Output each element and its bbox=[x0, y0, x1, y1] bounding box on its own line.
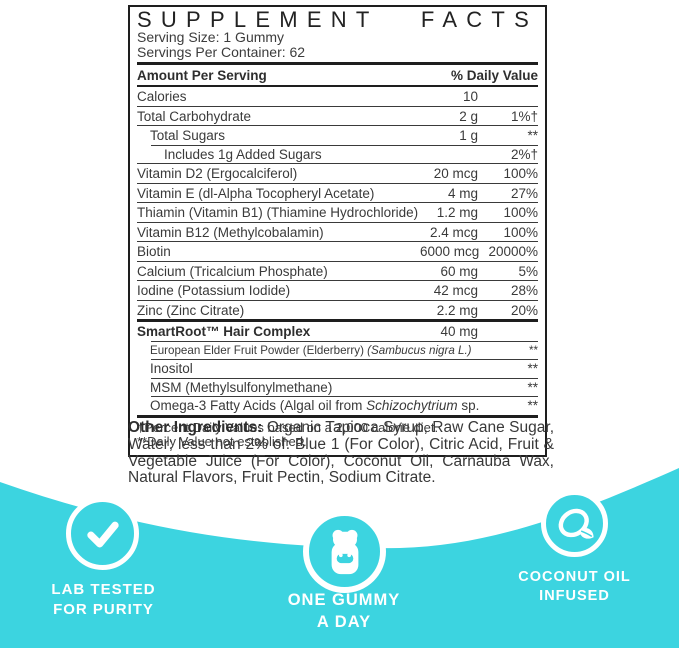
table-row: Zinc (Zinc Citrate) 2.2 mg 20% bbox=[137, 299, 538, 320]
table-row: MSM (Methylsulfonylmethane) ** bbox=[137, 377, 538, 397]
badge-line: FOR PURITY bbox=[53, 600, 154, 618]
table-row: Biotin 6000 mcg 20000% bbox=[137, 241, 538, 261]
serving-size: Serving Size: 1 Gummy bbox=[137, 29, 285, 45]
amount-per-serving-header: Amount Per Serving bbox=[137, 68, 267, 83]
nutrient-name: SmartRoot™ Hair Complex bbox=[137, 325, 311, 339]
nutrient-daily-value: 100% bbox=[503, 166, 538, 181]
table-row: Iodine (Potassium Iodide) 42 mcg 28% bbox=[137, 280, 538, 300]
badge-line: ONE GUMMY bbox=[287, 591, 401, 609]
nutrient-daily-value: ** bbox=[528, 343, 538, 357]
nutrient-daily-value: ** bbox=[527, 398, 538, 413]
table-row: Vitamin E (dl-Alpha Tocopheryl Acetate) 4… bbox=[137, 182, 538, 203]
panel-title-word-supplement: SUPPLEMENT bbox=[137, 9, 379, 30]
nutrient-amount: 10 bbox=[462, 89, 478, 104]
supplement-facts-panel: SUPPLEMENT FACTS Serving Size: 1 Gummy S… bbox=[128, 5, 547, 457]
coconut-icon bbox=[558, 508, 594, 539]
nutrient-name: Includes 1g Added Sugars bbox=[164, 147, 322, 162]
facts-table: Calories 10 Total Carbohydrate 2 g 1%† Total … bbox=[137, 87, 538, 415]
other-ingredients-label: Other Ingredients: bbox=[128, 419, 263, 436]
one-gummy-badge bbox=[303, 510, 386, 593]
nutrient-amount: 60 mg bbox=[440, 263, 478, 279]
nutrient-amount: 20 mcg bbox=[433, 166, 478, 181]
nutrient-daily-value: ** bbox=[527, 361, 538, 376]
nutrient-amount: 4 mg bbox=[447, 185, 478, 201]
nutrient-name: Zinc (Zinc Citrate) bbox=[137, 303, 245, 318]
table-row: Calcium (Tricalcium Phosphate) 60 mg 5% bbox=[137, 260, 538, 281]
nutrient-name: Calcium (Tricalcium Phosphate) bbox=[137, 264, 328, 279]
nutrient-daily-value: 1%† bbox=[510, 108, 538, 124]
badge-line: COCONUT OIL bbox=[518, 569, 631, 585]
table-row: Includes 1g Added Sugars 2%† bbox=[137, 144, 538, 164]
nutrient-amount: 40 mg bbox=[440, 324, 478, 339]
table-row: Calories 10 bbox=[137, 87, 538, 106]
nutrient-name: Calories bbox=[137, 90, 187, 104]
one-gummy-badge-text: ONE GUMMY A DAY bbox=[262, 590, 426, 634]
panel-title: SUPPLEMENT FACTS bbox=[137, 9, 538, 30]
nutrient-name: European Elder Fruit Powder (Elderberry)… bbox=[150, 343, 472, 357]
nutrient-daily-value: 100% bbox=[503, 205, 538, 220]
nutrient-daily-value: 28% bbox=[510, 283, 538, 298]
nutrient-name: Omega-3 Fatty Acids (Algal oil from Schi… bbox=[150, 399, 479, 413]
coconut-oil-badge bbox=[541, 490, 608, 557]
coconut-oil-badge-text: COCONUT OIL INFUSED bbox=[498, 568, 651, 606]
nutrient-name: MSM (Methylsulfonylmethane) bbox=[150, 380, 333, 395]
other-ingredients: Other Ingredients: Organic Tapioca Syrup… bbox=[128, 419, 554, 487]
nutrient-amount: 42 mcg bbox=[433, 283, 478, 298]
panel-title-word-facts: FACTS bbox=[420, 9, 538, 30]
nutrient-daily-value: 20000% bbox=[488, 244, 538, 259]
nutrient-daily-value: 20% bbox=[510, 302, 538, 318]
table-row: Total Carbohydrate 2 g 1%† bbox=[137, 105, 538, 126]
nutrient-name: Total Sugars bbox=[150, 129, 226, 143]
servings-per-container: Servings Per Container: 62 bbox=[137, 44, 306, 60]
other-ingredients-text: Organic Tapioca Syrup, Raw Cane Sugar, W… bbox=[128, 419, 554, 487]
nutrient-daily-value: ** bbox=[527, 128, 538, 143]
table-row: SmartRoot™ Hair Complex 40 mg bbox=[137, 319, 538, 341]
nutrient-name: Total Carbohydrate bbox=[137, 109, 252, 124]
nutrient-name: Vitamin E (dl-Alpha Tocopheryl Acetate) bbox=[137, 186, 375, 201]
nutrient-amount: 6000 mcg bbox=[420, 244, 480, 259]
nutrient-amount: 1 g bbox=[459, 128, 478, 143]
table-row: Thiamin (Vitamin B1) (Thiamine Hydrochlo… bbox=[137, 202, 538, 222]
nutrient-daily-value: 2%† bbox=[510, 146, 538, 162]
nutrient-amount: 2.2 mg bbox=[436, 302, 478, 318]
nutrient-name: Thiamin (Vitamin B1) (Thiamine Hydrochlo… bbox=[137, 206, 419, 220]
nutrient-daily-value: ** bbox=[527, 379, 538, 395]
table-row: Inositol ** bbox=[137, 359, 538, 378]
checkmark-icon bbox=[86, 521, 119, 547]
nutrient-name: Vitamin B12 (Methylcobalamin) bbox=[137, 225, 324, 240]
nutrient-name: Biotin bbox=[137, 245, 171, 259]
nutrient-amount: 1.2 mg bbox=[436, 205, 478, 220]
nutrient-daily-value: 100% bbox=[503, 224, 538, 240]
table-row: Omega-3 Fatty Acids (Algal oil from Schi… bbox=[137, 396, 538, 415]
table-row: Vitamin D2 (Ergocalciferol) 20 mcg 100% bbox=[137, 163, 538, 183]
nutrient-name: Vitamin D2 (Ergocalciferol) bbox=[137, 167, 298, 181]
table-header: Amount Per Serving % Daily Value bbox=[137, 62, 538, 87]
lab-tested-badge bbox=[66, 497, 139, 570]
nutrient-name: Inositol bbox=[150, 362, 193, 376]
footnote-not-established: **Daily Value not established. bbox=[137, 434, 307, 449]
table-row: European Elder Fruit Powder (Elderberry)… bbox=[137, 340, 538, 360]
badge-line: A DAY bbox=[316, 612, 372, 631]
nutrient-amount: 2 g bbox=[459, 108, 478, 124]
table-row: Total Sugars 1 g ** bbox=[137, 125, 538, 145]
gummy-bear-icon bbox=[331, 529, 358, 574]
nutrient-daily-value: 5% bbox=[518, 263, 538, 279]
footnote-daily-values: †Percent Daily Values based on a 2,000 c… bbox=[137, 419, 439, 435]
table-row: Vitamin B12 (Methylcobalamin) 2.4 mcg 100% bbox=[137, 221, 538, 242]
daily-value-header: % Daily Value bbox=[450, 68, 538, 83]
badge-line: INFUSED bbox=[539, 588, 610, 605]
badge-line: LAB TESTED bbox=[51, 581, 156, 598]
nutrient-name: Iodine (Potassium Iodide) bbox=[137, 284, 291, 298]
nutrient-amount: 2.4 mcg bbox=[429, 224, 478, 240]
nutrient-daily-value: 27% bbox=[510, 185, 538, 201]
lab-tested-badge-text: LAB TESTED FOR PURITY bbox=[26, 580, 181, 620]
footnotes: †Percent Daily Values based on a 2,000 c… bbox=[137, 414, 538, 455]
